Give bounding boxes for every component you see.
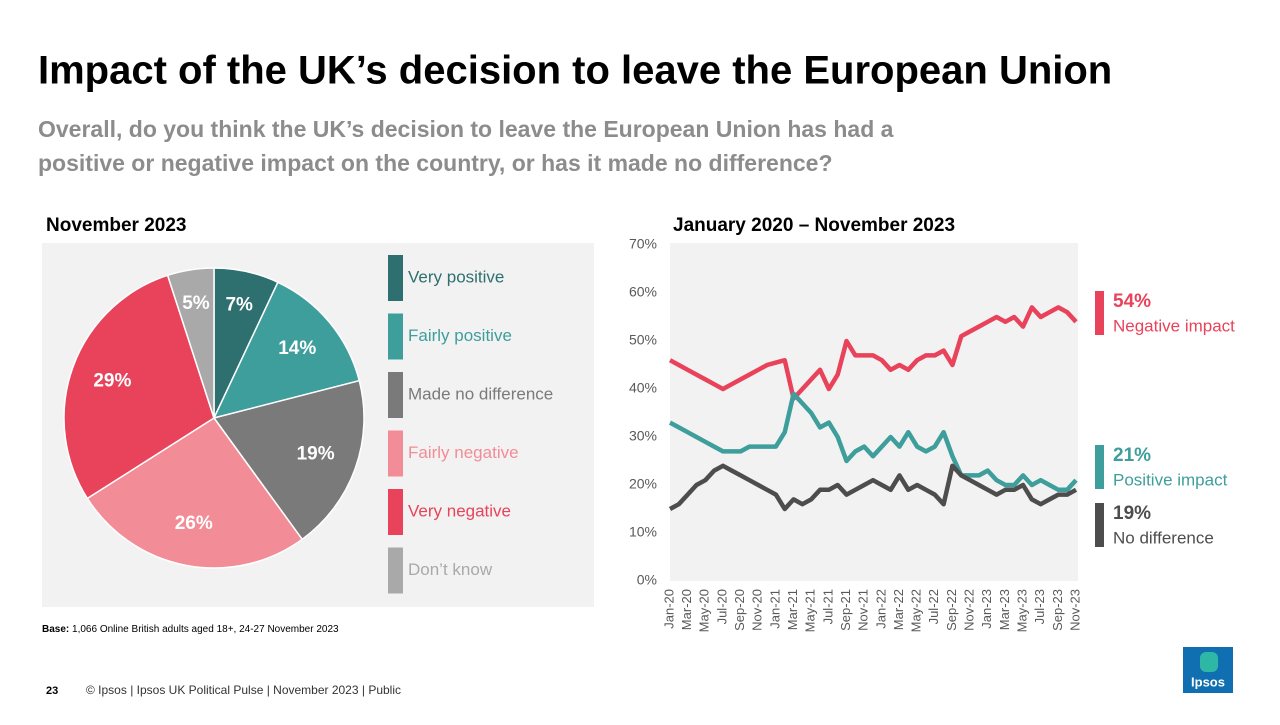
x-tick-label: Jul-23 bbox=[1032, 589, 1047, 624]
footer-text: © Ipsos | Ipsos UK Political Pulse | Nov… bbox=[86, 683, 401, 697]
legend-label: Don’t know bbox=[408, 560, 493, 579]
footnote-text: 1,066 Online British adults aged 18+, 24… bbox=[72, 624, 339, 635]
pie-slice bbox=[212, 379, 365, 541]
x-tick-label: Sep-21 bbox=[838, 589, 853, 631]
footnote-label: Base: bbox=[42, 624, 69, 635]
subtitle: positive or negative impact on the count… bbox=[38, 150, 833, 176]
x-tick-label: Sep-22 bbox=[944, 589, 959, 631]
line-chart: 0%10%20%30%40%50%60%70%Jan-20 Mar-20 May-2… bbox=[629, 236, 1235, 633]
legend-swatch bbox=[388, 489, 403, 535]
y-tick-label: 70% bbox=[629, 236, 657, 252]
legend-label: Fairly positive bbox=[408, 326, 512, 345]
x-tick-label: May-20 bbox=[697, 589, 712, 632]
x-tick-label: Sep-23 bbox=[1050, 589, 1065, 631]
legend-swatch bbox=[388, 430, 403, 477]
footnote: Base: 1,066 Online British adults aged 1… bbox=[42, 624, 339, 635]
slice-label: 14% bbox=[278, 338, 316, 359]
legend-label: Very positive bbox=[408, 267, 504, 286]
x-tick-label: May-21 bbox=[803, 589, 818, 632]
x-tick-label: Nov-22 bbox=[962, 589, 977, 631]
x-tick-label: Jan-21 bbox=[767, 589, 782, 629]
legend-label: Negative impact bbox=[1113, 316, 1235, 335]
logo-mark bbox=[1200, 652, 1218, 672]
legend-swatch bbox=[388, 313, 403, 360]
x-tick-label: Jul-20 bbox=[714, 589, 729, 624]
x-tick-label: Mar-23 bbox=[997, 589, 1012, 630]
y-tick-label: 50% bbox=[629, 332, 657, 348]
x-tick-label: Nov-20 bbox=[750, 589, 765, 631]
chart-title: November 2023 bbox=[46, 215, 186, 236]
pie-chart: 7% 14% 19% 26% 29% 5% Very positive Fairly posi… bbox=[63, 255, 553, 594]
legend-swatch bbox=[388, 255, 403, 301]
legend-label: No difference bbox=[1113, 528, 1214, 547]
legend-label: Very negative bbox=[408, 501, 511, 520]
pie-slice bbox=[166, 267, 215, 419]
end-value-label: 54% bbox=[1113, 291, 1151, 312]
subtitle: Overall, do you think the UK’s decision … bbox=[38, 116, 894, 142]
y-tick-label: 40% bbox=[629, 380, 657, 396]
legend-swatch bbox=[388, 372, 403, 418]
x-tick-label: Jul-22 bbox=[926, 589, 941, 624]
slice-label: 7% bbox=[225, 294, 253, 315]
end-value-label: 21% bbox=[1113, 445, 1151, 466]
x-tick-label: Jul-21 bbox=[820, 589, 835, 624]
slice-label: 5% bbox=[182, 293, 210, 314]
y-tick-label: 20% bbox=[629, 476, 657, 492]
end-marker bbox=[1095, 503, 1104, 547]
legend-swatch bbox=[388, 547, 403, 594]
slice-label: 29% bbox=[93, 370, 131, 391]
series-line bbox=[668, 463, 1078, 512]
series-line bbox=[668, 391, 1078, 493]
logo-text: Ipsos bbox=[1191, 674, 1225, 689]
end-marker bbox=[1095, 291, 1104, 335]
pie-slice bbox=[63, 274, 215, 500]
y-tick-label: 30% bbox=[629, 428, 657, 444]
y-tick-label: 10% bbox=[629, 524, 657, 540]
x-tick-label: May-22 bbox=[909, 589, 924, 632]
x-tick-label: Jan-20 bbox=[661, 589, 676, 629]
end-marker bbox=[1095, 445, 1104, 489]
x-tick-label: Mar-22 bbox=[891, 589, 906, 630]
x-tick-label: Mar-20 bbox=[679, 589, 694, 630]
pie-slice bbox=[86, 416, 304, 569]
x-tick-label: Jan-22 bbox=[873, 589, 888, 629]
x-tick-label: Nov-23 bbox=[1067, 589, 1082, 631]
slice-label: 26% bbox=[175, 513, 213, 534]
x-tick-label: Nov-21 bbox=[856, 589, 871, 631]
page-number: 23 bbox=[46, 685, 58, 697]
y-tick-label: 60% bbox=[629, 284, 657, 300]
x-tick-label: May-23 bbox=[1014, 589, 1029, 632]
chart-title: January 2020 – November 2023 bbox=[673, 215, 955, 236]
slice-label: 19% bbox=[297, 444, 335, 465]
title: Impact of the UK’s decision to leave the… bbox=[38, 49, 1112, 93]
plot-area bbox=[670, 243, 1078, 581]
y-tick-label: 0% bbox=[637, 572, 657, 588]
series-line bbox=[668, 305, 1078, 401]
legend-label: Fairly negative bbox=[408, 443, 519, 462]
end-value-label: 19% bbox=[1113, 503, 1151, 524]
x-tick-label: Jan-23 bbox=[979, 589, 994, 629]
x-tick-label: Mar-21 bbox=[785, 589, 800, 630]
x-tick-label: Sep-20 bbox=[732, 589, 747, 631]
legend-label: Made no difference bbox=[408, 384, 553, 403]
legend-label: Positive impact bbox=[1113, 470, 1228, 489]
pie-slice bbox=[212, 281, 361, 420]
